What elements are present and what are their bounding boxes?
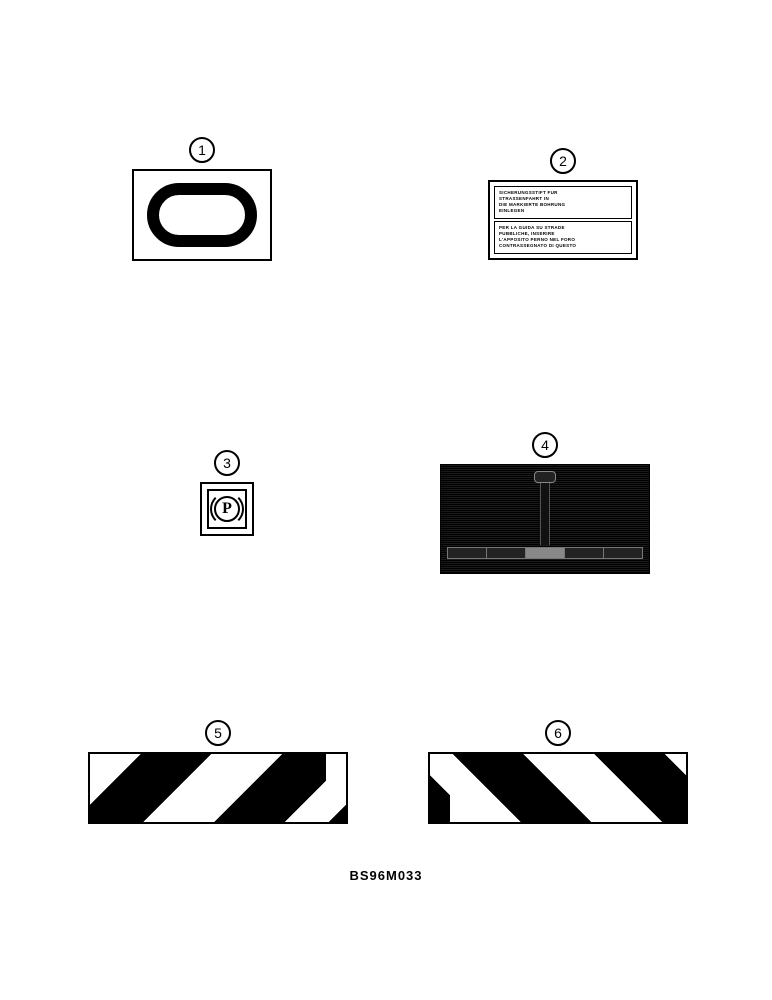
- callout-6: 6: [545, 720, 571, 746]
- callout-6-num: 6: [554, 725, 562, 741]
- text-plate-upper: SICHERUNGSSTIFT FUR STRASSENFAHRT IN DIE…: [494, 186, 632, 219]
- drawing-code-text: BS96M033: [349, 868, 422, 883]
- shift-top-tab: [534, 471, 556, 483]
- callout-3-num: 3: [223, 455, 231, 471]
- drawing-code: BS96M033: [349, 868, 422, 883]
- hazard-stripe-left: [88, 752, 348, 824]
- text-plate-lower: PER LA GUIDA SU STRADE PUBBLICHE, INSERI…: [494, 221, 632, 254]
- text-plate-decal: SICHERUNGSSTIFT FUR STRASSENFAHRT IN DIE…: [488, 180, 638, 260]
- strip-cell-5: [604, 548, 642, 558]
- item-4: 4: [440, 432, 650, 574]
- parking-inner: P: [207, 489, 247, 529]
- parking-arc-right: [210, 492, 244, 526]
- callout-3: 3: [214, 450, 240, 476]
- lower-line-4: CONTRASSEGNATO DI QUESTO: [499, 244, 627, 249]
- callout-2: 2: [550, 148, 576, 174]
- oval-decal: [132, 169, 272, 261]
- lower-line-2: PUBBLICHE, INSERIRE: [499, 232, 627, 237]
- item-3: 3 P: [200, 450, 254, 536]
- callout-1-num: 1: [198, 142, 206, 158]
- callout-2-num: 2: [559, 153, 567, 169]
- callout-1: 1: [189, 137, 215, 163]
- strip-cell-4: [565, 548, 604, 558]
- strip-cell-1: [448, 548, 487, 558]
- diagram-page: 1 2 SICHERUNGSSTIFT FUR STRASSENFAHRT IN…: [0, 0, 772, 1000]
- shift-strip: [447, 547, 643, 559]
- shift-stem: [540, 483, 550, 545]
- oval-ring: [147, 183, 257, 247]
- lower-line-1: PER LA GUIDA SU STRADE: [499, 226, 627, 231]
- lower-line-3: L'APPOSITO PERNO NEL FORO: [499, 238, 627, 243]
- callout-4-num: 4: [541, 437, 549, 453]
- item-6: 6: [428, 720, 688, 824]
- item-1: 1: [132, 137, 272, 261]
- upper-line-2: STRASSENFAHRT IN: [499, 197, 627, 202]
- callout-5-num: 5: [214, 725, 222, 741]
- hazard-stripe-right: [428, 752, 688, 824]
- parking-decal: P: [200, 482, 254, 536]
- item-5: 5: [88, 720, 348, 824]
- upper-line-3: DIE MARKIERTE BOHRUNG: [499, 203, 627, 208]
- strip-cell-3: [526, 548, 565, 558]
- item-2: 2 SICHERUNGSSTIFT FUR STRASSENFAHRT IN D…: [488, 148, 638, 260]
- strip-cell-2: [487, 548, 526, 558]
- upper-line-4: EINLEGEN: [499, 209, 627, 214]
- callout-5: 5: [205, 720, 231, 746]
- upper-line-1: SICHERUNGSSTIFT FUR: [499, 191, 627, 196]
- callout-4: 4: [532, 432, 558, 458]
- shift-pattern-decal: [440, 464, 650, 574]
